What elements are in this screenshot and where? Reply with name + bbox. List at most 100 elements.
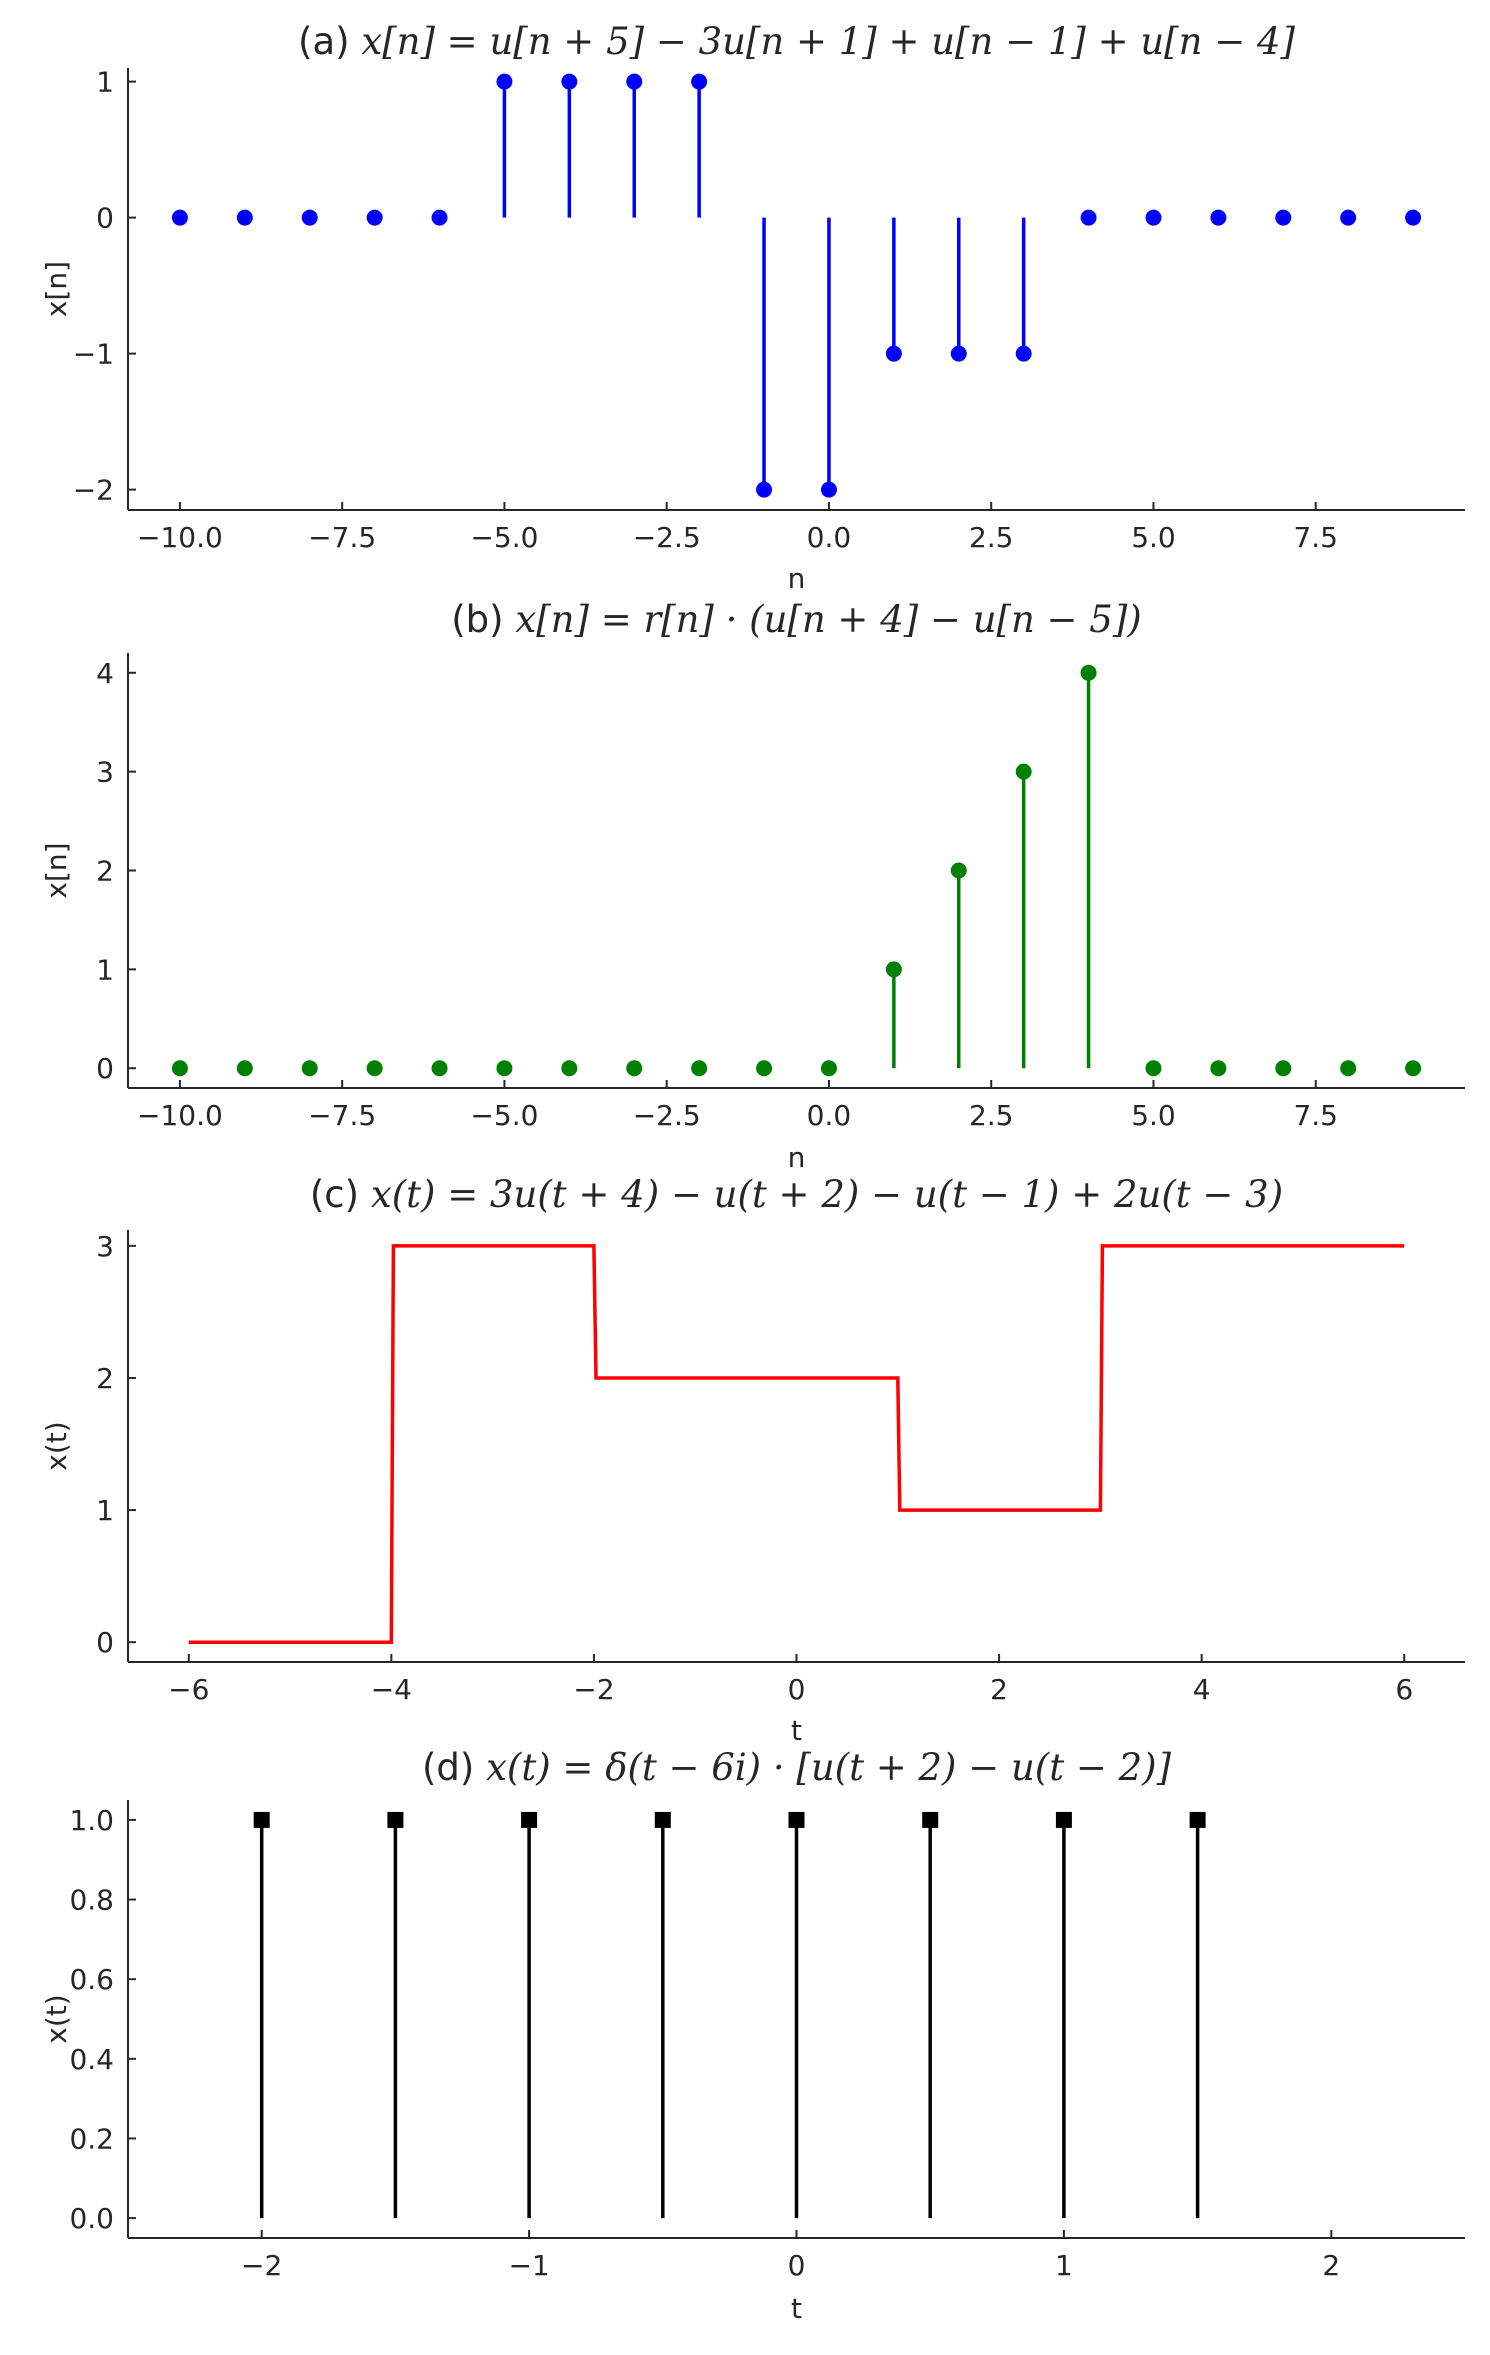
stem-marker (691, 1060, 708, 1077)
chart-panel-b: (b) x[n] = r[n] · (u[n + 4] − u[n − 5]) −… (40, 598, 1465, 1174)
stem-marker (561, 73, 578, 90)
stem-marker (1275, 1060, 1292, 1077)
y-axis-label: x[n] (40, 261, 73, 317)
x-tick-label: 7.5 (1293, 521, 1338, 554)
y-tick-label: 0.0 (69, 2202, 114, 2235)
x-tick-label: −2 (573, 1673, 614, 1706)
stem-marker (431, 1060, 448, 1077)
chart-title-math: x[n] = r[n] · (u[n + 4] − u[n − 5]) (515, 598, 1141, 641)
y-tick-label: 0 (96, 1052, 114, 1085)
y-tick-label: 1 (96, 66, 114, 99)
x-tick-label: −10.0 (137, 1099, 223, 1132)
y-tick-label: 3 (96, 1230, 114, 1263)
stem-marker (366, 1060, 383, 1077)
stem-marker (1275, 209, 1292, 226)
stem-marker (950, 345, 967, 362)
x-tick-label: 2 (1322, 2249, 1340, 2282)
stem-marker (366, 209, 383, 226)
y-tick-label: 1 (96, 953, 114, 986)
y-tick-label: 3 (96, 756, 114, 789)
chart-panel-d: (d) x(t) = δ(t − 6i) · [u(t + 2) − u(t −… (40, 1746, 1465, 2325)
y-tick-label: 4 (96, 657, 114, 690)
chart-title-c: (c) x(t) = 3u(t + 4) − u(t + 2) − u(t − … (310, 1173, 1283, 1216)
stem-marker (756, 481, 773, 498)
chart-title-prefix: (b) (451, 598, 515, 641)
stem-marker (1340, 1060, 1357, 1077)
y-axis-label: x(t) (40, 1421, 73, 1470)
x-tick-label: 0.0 (807, 521, 852, 554)
chart-title-a: (a) x[n] = u[n + 5] − 3u[n + 1] + u[n − … (298, 20, 1295, 63)
stem-marker (1189, 1811, 1206, 1828)
chart-title-prefix: (d) (422, 1746, 486, 1789)
x-axis-label: n (788, 1141, 806, 1174)
chart-title-d: (d) x(t) = δ(t − 6i) · [u(t + 2) − u(t −… (422, 1746, 1172, 1789)
stem-marker (626, 73, 643, 90)
stem-marker (301, 1060, 318, 1077)
stem-marker (171, 1060, 188, 1077)
x-tick-label: −5.0 (470, 521, 538, 554)
stem-marker (885, 345, 902, 362)
x-tick-label: −10.0 (137, 521, 223, 554)
stem-marker (171, 209, 188, 226)
stem-marker (1405, 1060, 1422, 1077)
chart-title-math: x(t) = 3u(t + 4) − u(t + 2) − u(t − 1) +… (371, 1173, 1283, 1216)
stem-marker (521, 1811, 538, 1828)
stem-marker (1210, 209, 1227, 226)
y-tick-label: 0.8 (69, 1884, 114, 1917)
stem-marker (626, 1060, 643, 1077)
y-axis-label: x[n] (40, 842, 73, 898)
y-tick-label: 0.2 (69, 2122, 114, 2155)
stem-marker (496, 73, 513, 90)
stem-marker (1145, 209, 1162, 226)
chart-title-prefix: (c) (310, 1173, 371, 1216)
x-tick-label: 4 (1193, 1673, 1211, 1706)
x-tick-label: 0 (788, 1673, 806, 1706)
x-axis-label: t (791, 1714, 802, 1747)
stem-marker (1340, 209, 1357, 226)
x-tick-label: 5.0 (1131, 1099, 1176, 1132)
x-tick-label: 5.0 (1131, 521, 1176, 554)
x-tick-label: −2 (241, 2249, 282, 2282)
y-tick-label: 1 (96, 1494, 114, 1527)
stem-marker (1145, 1060, 1162, 1077)
x-tick-label: 6 (1395, 1673, 1413, 1706)
x-tick-label: 0.0 (807, 1099, 852, 1132)
stem-marker (253, 1811, 270, 1828)
stem-marker (1210, 1060, 1227, 1077)
stem-marker (756, 1060, 773, 1077)
stem-marker (1405, 209, 1422, 226)
chart-title-math: x[n] = u[n + 5] − 3u[n + 1] + u[n − 1] +… (361, 20, 1295, 63)
y-tick-label: −1 (73, 338, 114, 371)
signal-line (188, 1244, 1405, 1644)
stem-marker (387, 1811, 404, 1828)
chart-panel-a: (a) x[n] = u[n + 5] − 3u[n + 1] + u[n − … (40, 20, 1465, 595)
x-tick-label: −5.0 (470, 1099, 538, 1132)
stem-marker (1080, 664, 1097, 681)
x-tick-label: 7.5 (1293, 1099, 1338, 1132)
x-tick-label: −2.5 (633, 1099, 701, 1132)
y-tick-label: 0 (96, 1626, 114, 1659)
y-axis-label: x(t) (40, 1994, 73, 2043)
stem-marker (1015, 345, 1032, 362)
x-axis-label: n (788, 562, 806, 595)
stem-marker (1080, 209, 1097, 226)
stem-marker (1055, 1811, 1072, 1828)
stem-marker (561, 1060, 578, 1077)
x-tick-label: 2.5 (969, 1099, 1014, 1132)
stem-marker (788, 1811, 805, 1828)
x-tick-label: −6 (168, 1673, 209, 1706)
stem-marker (691, 73, 708, 90)
stem-marker (236, 1060, 253, 1077)
stem-marker (654, 1811, 671, 1828)
y-tick-label: 0.6 (69, 1963, 114, 1996)
stem-marker (820, 481, 837, 498)
x-tick-label: −7.5 (308, 1099, 376, 1132)
y-tick-label: 1.0 (69, 1804, 114, 1837)
y-tick-label: 2 (96, 855, 114, 888)
x-tick-label: 1 (1055, 2249, 1073, 2282)
stem-marker (885, 961, 902, 978)
x-tick-label: −2.5 (633, 521, 701, 554)
stem-marker (1015, 763, 1032, 780)
x-tick-label: 2 (990, 1673, 1008, 1706)
stem-marker (496, 1060, 513, 1077)
